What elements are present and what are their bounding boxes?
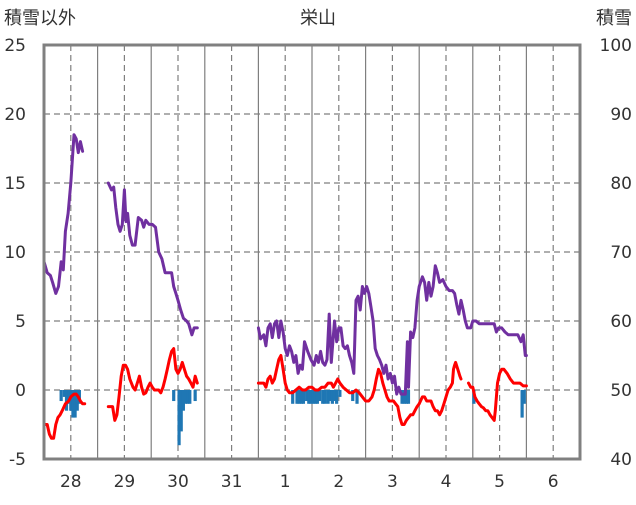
blue-bar xyxy=(59,390,63,402)
grid-lines xyxy=(44,45,580,459)
blue-bar xyxy=(67,390,71,404)
blue-bar xyxy=(177,390,181,446)
red-line-segment xyxy=(106,347,199,422)
blue-bar xyxy=(315,390,319,404)
plot-frame xyxy=(42,43,582,461)
blue-bar xyxy=(406,390,411,404)
right-tick-label: 80 xyxy=(610,174,632,194)
blue-bar xyxy=(186,390,190,404)
blue-bar xyxy=(311,390,315,404)
x-tick-label: 4 xyxy=(441,472,452,492)
left-axis-ticks: -5 0 5 10 15 20 25 xyxy=(4,36,26,470)
x-axis-ticks: 28 29 30 31 1 2 3 4 5 6 xyxy=(60,472,559,492)
red-line-segment xyxy=(467,367,528,422)
x-tick-label: 1 xyxy=(280,472,291,492)
blue-bar xyxy=(179,390,183,432)
blue-bar xyxy=(291,390,295,404)
x-tick-label: 28 xyxy=(60,472,82,492)
blue-bar xyxy=(338,390,342,397)
blue-bar xyxy=(299,390,303,404)
x-tick-label: 6 xyxy=(548,472,559,492)
red-line-segment xyxy=(256,354,463,426)
blue-bar xyxy=(326,390,330,404)
blue-bar xyxy=(62,390,66,397)
blue-bar xyxy=(193,390,197,402)
blue-bar xyxy=(301,390,306,404)
left-tick-label: -5 xyxy=(9,450,26,470)
blue-bar xyxy=(355,390,359,404)
blue-bar xyxy=(332,390,337,402)
chart-title: 栄山 xyxy=(300,8,336,29)
blue-bar xyxy=(183,390,188,404)
blue-bar xyxy=(400,390,404,404)
blue-bar xyxy=(321,390,325,404)
blue-bar xyxy=(295,390,299,404)
x-tick-label: 31 xyxy=(221,472,243,492)
purple-line-segment xyxy=(42,133,85,295)
blue-bar xyxy=(64,390,69,411)
left-tick-label: 5 xyxy=(15,312,26,332)
blue-bar xyxy=(73,390,77,418)
x-tick-label: 5 xyxy=(494,472,505,492)
purple-line-segment xyxy=(106,181,199,337)
blue-bar xyxy=(75,390,79,411)
blue-bar xyxy=(305,390,309,402)
purple-line-segment xyxy=(256,264,528,396)
left-axis-label: 積雪以外 xyxy=(4,8,76,29)
left-tick-label: 20 xyxy=(4,105,26,125)
blue-bar xyxy=(69,390,73,411)
x-tick-label: 29 xyxy=(114,472,136,492)
right-tick-label: 60 xyxy=(610,312,632,332)
red-line-segment xyxy=(42,392,87,440)
right-tick-label: 90 xyxy=(610,105,632,125)
right-tick-label: 100 xyxy=(600,36,632,56)
blue-bar xyxy=(313,390,317,404)
blue-bar xyxy=(328,390,332,402)
left-tick-label: 0 xyxy=(15,381,26,401)
blue-bar xyxy=(520,390,524,418)
blue-bar xyxy=(522,390,526,404)
blue-bar xyxy=(330,390,334,404)
blue-bar xyxy=(71,390,75,418)
blue-bar xyxy=(188,390,192,404)
left-tick-label: 25 xyxy=(4,36,26,56)
left-tick-label: 15 xyxy=(4,174,26,194)
blue-bar xyxy=(335,390,339,404)
right-tick-label: 50 xyxy=(610,381,632,401)
blue-bar xyxy=(351,390,355,402)
blue-bar xyxy=(317,390,322,402)
x-tick-label: 30 xyxy=(167,472,189,492)
blue-bars xyxy=(59,390,526,446)
blue-bar xyxy=(404,390,408,404)
plot-border xyxy=(42,43,582,461)
blue-bar xyxy=(181,390,185,411)
right-tick-label: 70 xyxy=(610,243,632,263)
right-axis-ticks: 40 50 60 70 80 90 100 xyxy=(600,36,632,470)
series-lines xyxy=(42,133,528,440)
blue-bar xyxy=(323,390,327,404)
blue-bar xyxy=(402,390,406,404)
left-tick-label: 10 xyxy=(4,243,26,263)
right-tick-label: 40 xyxy=(610,450,632,470)
blue-bar xyxy=(297,390,301,404)
blue-bar xyxy=(309,390,313,404)
x-tick-label: 2 xyxy=(333,472,344,492)
blue-bar xyxy=(307,390,311,404)
x-tick-label: 3 xyxy=(387,472,398,492)
right-axis-label: 積雪 xyxy=(596,8,632,29)
blue-bar xyxy=(172,390,176,402)
